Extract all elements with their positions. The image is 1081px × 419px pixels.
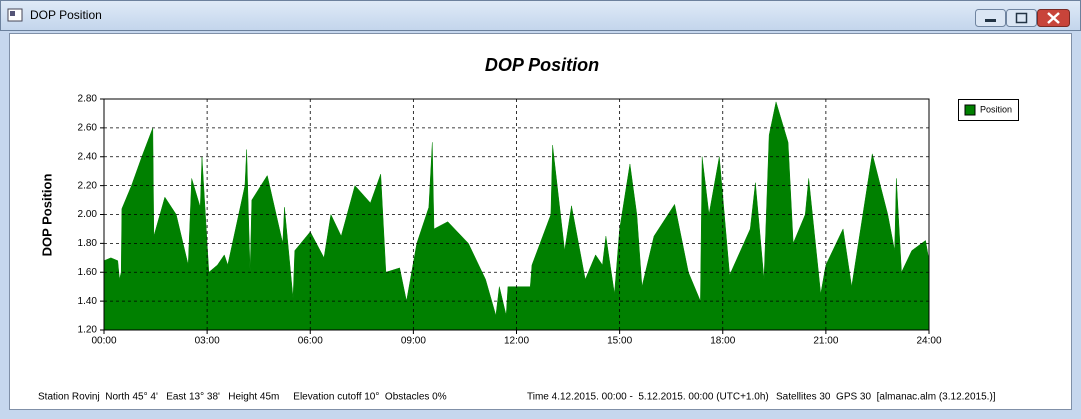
y-tick-label: 2.80	[78, 94, 98, 105]
status-station: Station Rovinj North 45° 4' East 13° 38'…	[38, 392, 447, 403]
x-tick-label: 24:00	[916, 336, 941, 347]
plot-border	[103, 98, 930, 331]
x-tick-label: 06:00	[298, 336, 323, 347]
x-tick-label: 03:00	[195, 336, 220, 347]
minimize-icon	[985, 19, 996, 22]
x-tick-label: 15:00	[607, 336, 632, 347]
y-tick-label: 2.40	[78, 151, 98, 162]
y-tick-label: 2.00	[78, 209, 98, 220]
status-time: Time 4.12.2015. 00:00 - 5.12.2015. 00:00…	[527, 392, 769, 403]
legend-label: Position	[980, 104, 1012, 114]
window-title: DOP Position	[30, 8, 102, 22]
y-tick-label: 1.80	[78, 238, 98, 249]
chart-title: DOP Position	[485, 55, 599, 75]
y-axis-label: DOP Position	[39, 174, 54, 257]
plot-area: 1.20 1.40 1.60 1.80 2.00 2.20 2.40 2.60 2.80 00:0…	[78, 94, 942, 347]
x-tick-label: 00:00	[91, 336, 116, 347]
y-tick-label: 1.20	[78, 325, 98, 336]
x-tick-label: 09:00	[401, 336, 426, 347]
restore-button[interactable]	[1006, 9, 1037, 27]
x-tick-label: 12:00	[504, 336, 529, 347]
y-tick-label: 1.60	[78, 267, 98, 278]
y-tick-label: 1.40	[78, 296, 98, 307]
y-tick-label: 2.20	[78, 180, 98, 191]
restore-icon	[1015, 12, 1028, 24]
window-icon-detail	[10, 11, 15, 16]
minimize-button[interactable]	[975, 9, 1006, 27]
y-tick-label: 2.60	[78, 123, 98, 134]
status-satellites: Satellites 30 GPS 30 [almanac.alm (3.12.…	[776, 392, 996, 403]
x-tick-label: 21:00	[813, 336, 838, 347]
x-tick-label: 18:00	[710, 336, 735, 347]
title-bar	[0, 0, 1081, 31]
close-icon	[1047, 12, 1060, 24]
legend-swatch	[964, 104, 976, 116]
